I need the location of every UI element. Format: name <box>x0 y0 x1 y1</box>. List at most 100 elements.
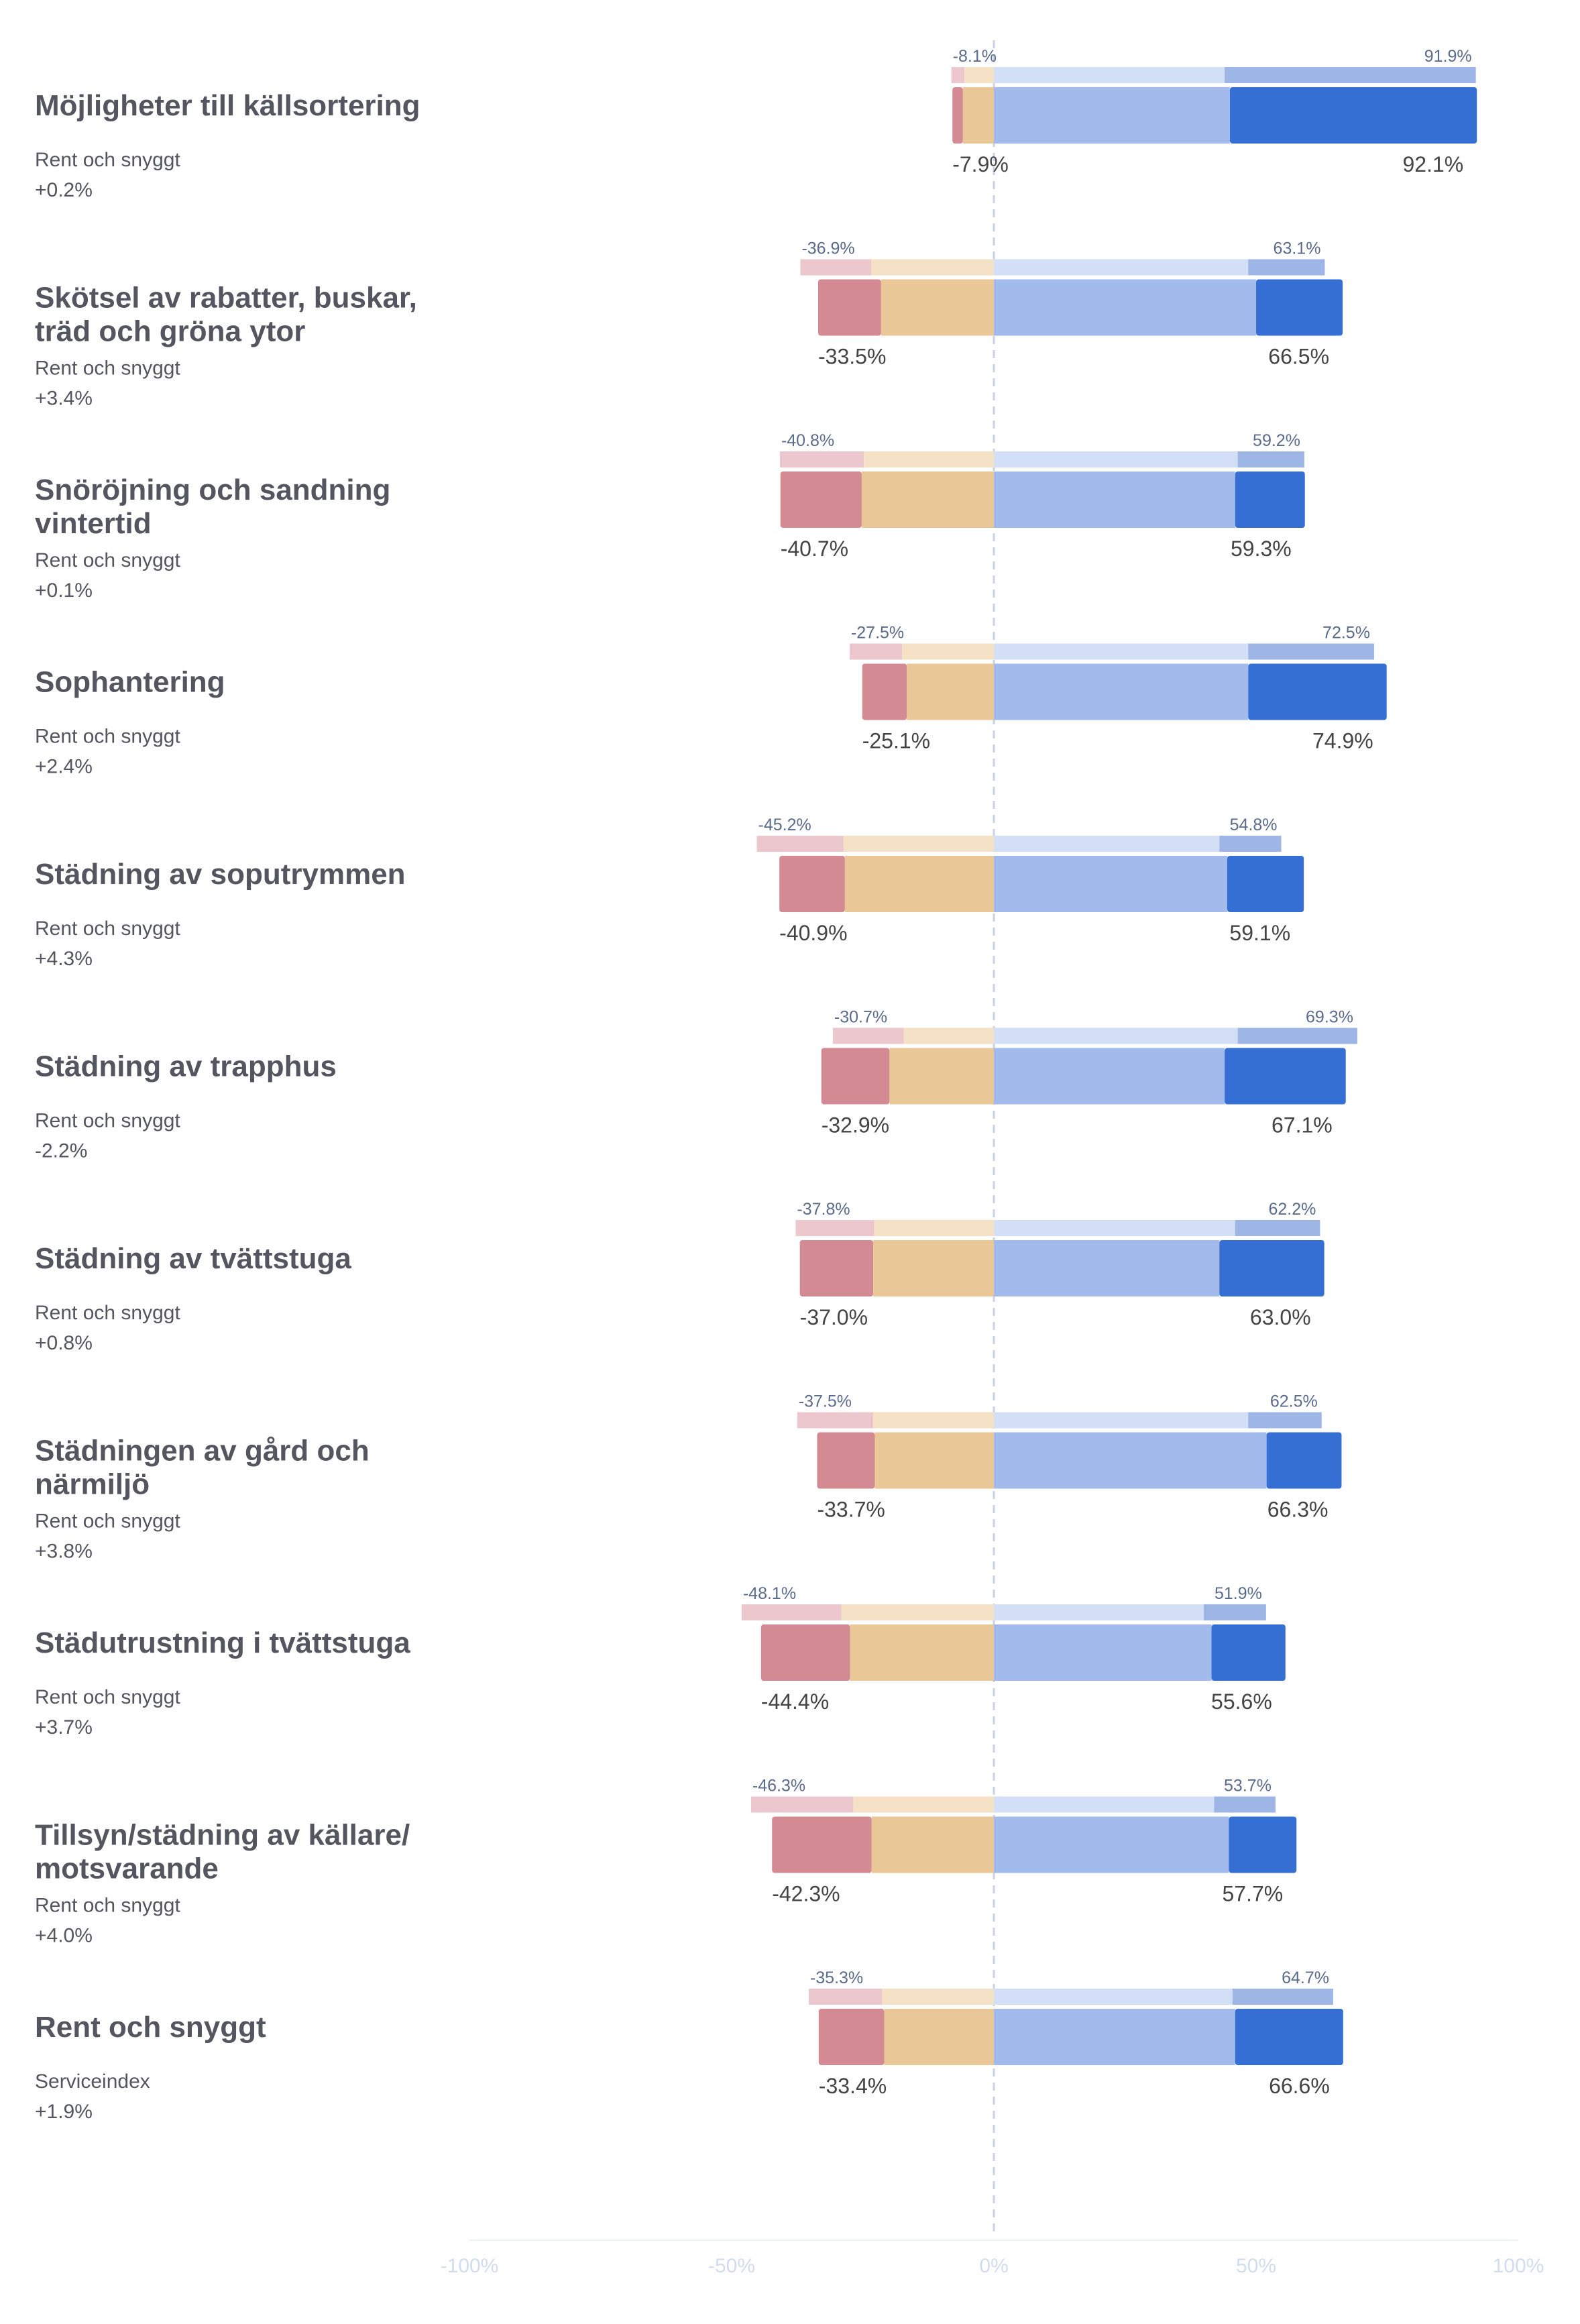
prev-bar-pos-mild <box>994 1028 1238 1044</box>
row-title: Städning av soputrymmen <box>35 858 406 891</box>
cur-neg-label: -44.4% <box>761 1690 829 1714</box>
prev-pos-label: 63.1% <box>1274 239 1321 258</box>
row-subtitle: Rent och snyggt <box>35 549 180 571</box>
prev-bar-pos-mild <box>994 1412 1249 1429</box>
prev-pos-label: 69.3% <box>1306 1008 1353 1027</box>
row-title: Möjligheter till källsortering <box>35 89 420 122</box>
bar-neg-strong <box>821 1048 890 1105</box>
prev-bar-pos-mild <box>994 1220 1235 1236</box>
cur-pos-label: 66.5% <box>1268 345 1329 369</box>
prev-bar-pos-mild <box>994 643 1249 660</box>
cur-neg-label: -40.9% <box>779 921 847 945</box>
prev-pos-label: 72.5% <box>1322 624 1370 643</box>
row-subtitle: Rent och snyggt <box>35 1686 180 1708</box>
bar-pos-strong <box>1227 856 1304 912</box>
prev-neg-label: -48.1% <box>743 1584 796 1603</box>
row-subtitle: Rent och snyggt <box>35 357 180 380</box>
prev-neg-label: -27.5% <box>851 624 904 643</box>
prev-neg-label: -30.7% <box>834 1008 887 1027</box>
cur-neg-label: -33.4% <box>819 2074 887 2098</box>
prev-bar-pos-strong <box>1248 1412 1322 1429</box>
bar-neg-mild <box>907 663 994 720</box>
cur-pos-label: 92.1% <box>1402 152 1463 176</box>
prev-bar-neg-mild <box>841 1604 994 1620</box>
row-subtitle: Rent och snyggt <box>35 1510 180 1533</box>
cur-pos-label: 74.9% <box>1312 729 1373 753</box>
prev-neg-label: -36.9% <box>801 239 854 258</box>
prev-bar-neg-mild <box>882 1989 994 2005</box>
bar-pos-strong <box>1211 1624 1286 1681</box>
bar-neg-strong <box>817 1432 875 1489</box>
bar-neg-strong <box>779 856 845 912</box>
bar-neg-strong <box>780 472 862 528</box>
prev-pos-label: 62.5% <box>1270 1392 1318 1411</box>
bar-pos-strong <box>1229 1816 1297 1873</box>
bar-pos-mild <box>994 1240 1220 1296</box>
row-title: Städutrustning i tvättstuga <box>35 1626 410 1659</box>
prev-bar-neg-strong <box>795 1220 874 1236</box>
bar-pos-mild <box>994 1624 1212 1681</box>
cur-pos-label: 55.6% <box>1211 1690 1272 1714</box>
bar-pos-strong <box>1266 1432 1342 1489</box>
bar-pos-strong <box>1256 279 1343 336</box>
x-tick-label: -50% <box>708 2255 755 2277</box>
prev-pos-label: 59.2% <box>1253 431 1300 450</box>
row-delta: -2.2% <box>35 1140 87 1162</box>
bar-pos-mild <box>994 1048 1225 1105</box>
bar-neg-mild <box>889 1048 994 1105</box>
bar-neg-strong <box>799 1240 874 1296</box>
row-title: träd och gröna ytor <box>35 315 305 348</box>
row-title: Snöröjning och sandning <box>35 474 390 506</box>
cur-pos-label: 59.3% <box>1231 537 1292 561</box>
row-delta: +3.4% <box>35 388 93 410</box>
prev-bar-neg-mild <box>964 67 994 83</box>
bar-pos-mild <box>994 1816 1229 1873</box>
bar-neg-strong <box>818 2009 885 2065</box>
prev-bar-pos-strong <box>1237 1028 1357 1044</box>
row-subtitle: Rent och snyggt <box>35 918 180 940</box>
prev-bar-neg-mild <box>873 1412 994 1429</box>
row-delta: +0.2% <box>35 179 93 201</box>
bar-pos-strong <box>1219 1240 1324 1296</box>
prev-bar-pos-mild <box>994 836 1220 852</box>
prev-bar-neg-strong <box>808 1989 883 2005</box>
cur-neg-label: -7.9% <box>952 152 1009 176</box>
row-subtitle: Serviceindex <box>35 2070 150 2093</box>
prev-neg-label: -40.8% <box>781 431 834 450</box>
x-tick-label: 50% <box>1236 2255 1276 2277</box>
bar-pos-mild <box>994 856 1227 912</box>
prev-bar-neg-strong <box>756 836 844 852</box>
row-delta: +3.8% <box>35 1541 93 1563</box>
prev-bar-neg-strong <box>951 67 965 83</box>
prev-bar-neg-mild <box>874 1220 994 1236</box>
bar-pos-mild <box>994 1432 1267 1489</box>
cur-pos-label: 63.0% <box>1250 1305 1311 1329</box>
bar-neg-strong <box>772 1816 872 1873</box>
prev-bar-pos-strong <box>1219 836 1282 852</box>
prev-bar-neg-strong <box>849 643 903 660</box>
bar-pos-mild <box>994 279 1256 336</box>
row-delta: +2.4% <box>35 756 93 778</box>
prev-bar-neg-mild <box>903 1028 994 1044</box>
row-title: Städning av tvättstuga <box>35 1242 351 1275</box>
cur-pos-label: 67.1% <box>1272 1113 1333 1138</box>
bar-neg-strong <box>760 1624 850 1681</box>
bar-neg-mild <box>962 87 994 144</box>
row-delta: +4.3% <box>35 948 93 970</box>
prev-bar-neg-strong <box>797 1412 874 1429</box>
row-delta: +1.9% <box>35 2101 93 2123</box>
prev-bar-pos-strong <box>1248 643 1374 660</box>
prev-bar-pos-mild <box>994 1604 1204 1620</box>
cur-neg-label: -42.3% <box>772 1882 840 1906</box>
row-delta: +0.8% <box>35 1332 93 1354</box>
prev-bar-neg-strong <box>800 259 872 276</box>
prev-bar-pos-strong <box>1232 1989 1333 2005</box>
cur-neg-label: -33.5% <box>818 345 886 369</box>
bar-pos-mild <box>994 87 1230 144</box>
row-title: Sophantering <box>35 666 225 699</box>
row-title: Skötsel av rabatter, buskar, <box>35 282 417 315</box>
cur-neg-label: -32.9% <box>822 1113 889 1138</box>
prev-pos-label: 51.9% <box>1215 1584 1262 1603</box>
bar-neg-strong <box>952 87 963 144</box>
